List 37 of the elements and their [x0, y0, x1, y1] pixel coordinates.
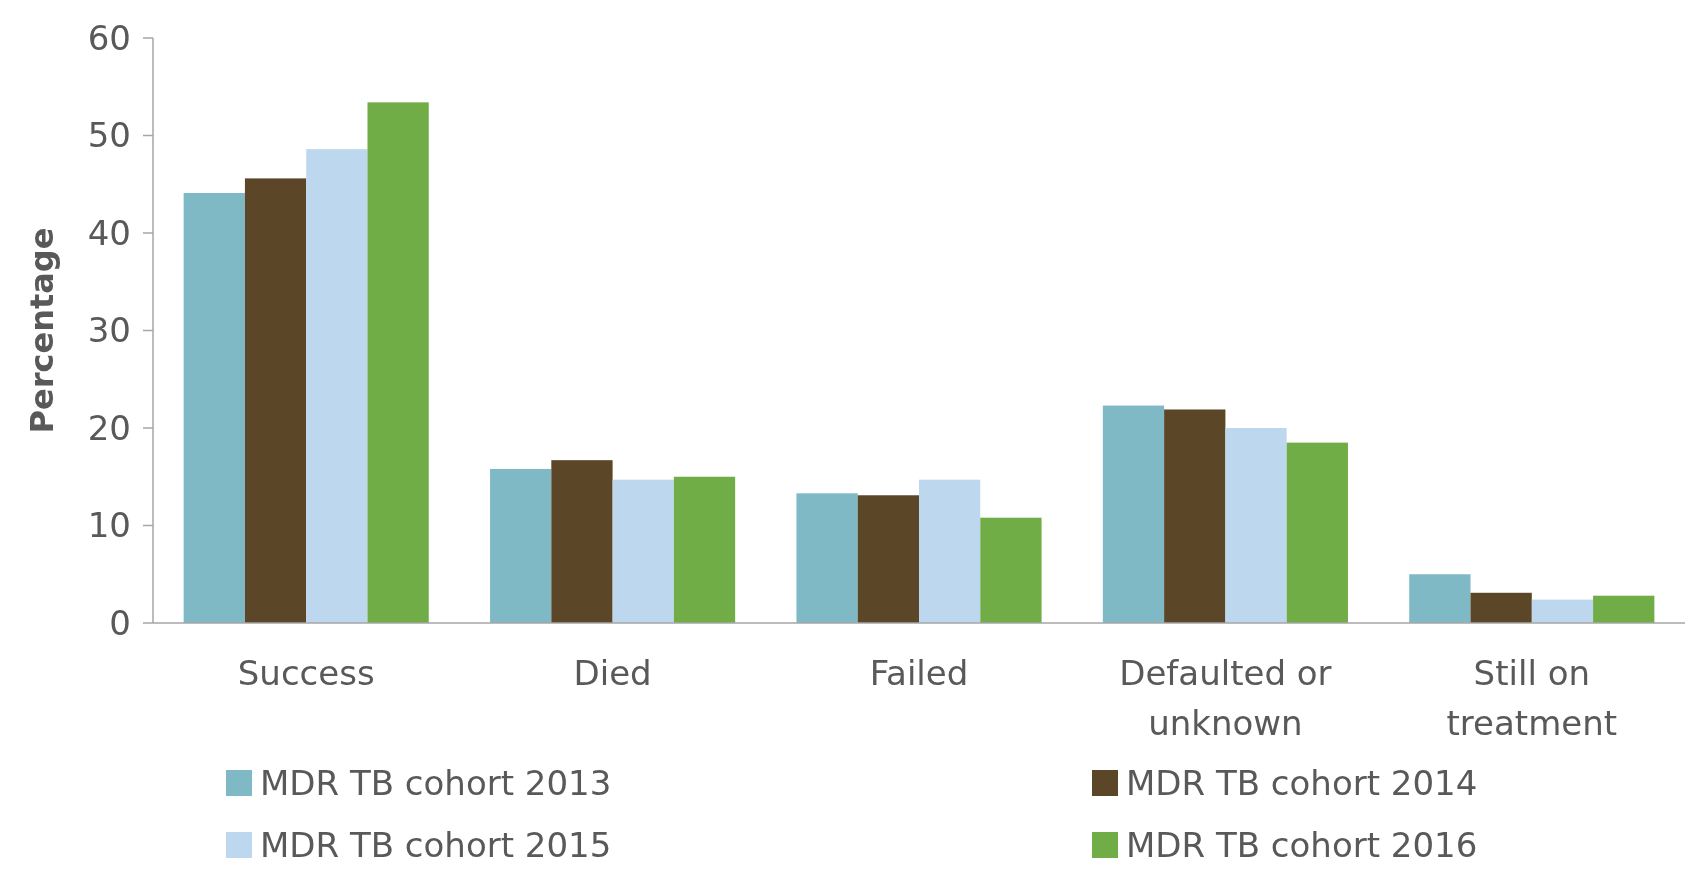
y-tick-label: 10 [87, 505, 131, 546]
bar [490, 468, 552, 623]
x-tick-label: Success [237, 653, 375, 693]
bar [673, 476, 736, 623]
bar [1225, 428, 1287, 623]
bar [551, 460, 613, 623]
bar [612, 479, 674, 623]
bar [1102, 405, 1165, 623]
bar [306, 149, 368, 623]
bar [183, 193, 245, 623]
y-tick-label: 20 [87, 407, 131, 448]
y-tick-label: 50 [87, 115, 131, 156]
legend-label: MDR TB cohort 2016 [1126, 824, 1478, 865]
x-tick-label: Failed [869, 653, 969, 693]
x-tick-label: Defaulted or unknown [1119, 653, 1332, 743]
y-tick-label: 0 [109, 602, 131, 643]
bar [244, 178, 307, 623]
y-tick-label: 60 [87, 17, 131, 58]
bar [857, 495, 919, 623]
legend-label: MDR TB cohort 2015 [260, 824, 612, 865]
y-axis-title: Percentage [23, 227, 61, 434]
bar [919, 479, 981, 623]
bar [1164, 409, 1226, 623]
x-tick-label: Died [573, 653, 652, 693]
bar [1409, 574, 1471, 623]
bar [1470, 592, 1532, 623]
bar [1531, 599, 1594, 623]
y-tick-label: 30 [87, 310, 131, 351]
bar [1593, 595, 1655, 623]
legend-label: MDR TB cohort 2014 [1126, 762, 1478, 803]
y-tick-label: 40 [87, 212, 131, 253]
bar [367, 102, 429, 623]
legend-label: MDR TB cohort 2013 [260, 762, 612, 803]
bar [980, 517, 1042, 623]
x-tick-label: Still on treatment [1446, 653, 1618, 743]
bar [796, 493, 858, 623]
bar [1286, 442, 1348, 623]
